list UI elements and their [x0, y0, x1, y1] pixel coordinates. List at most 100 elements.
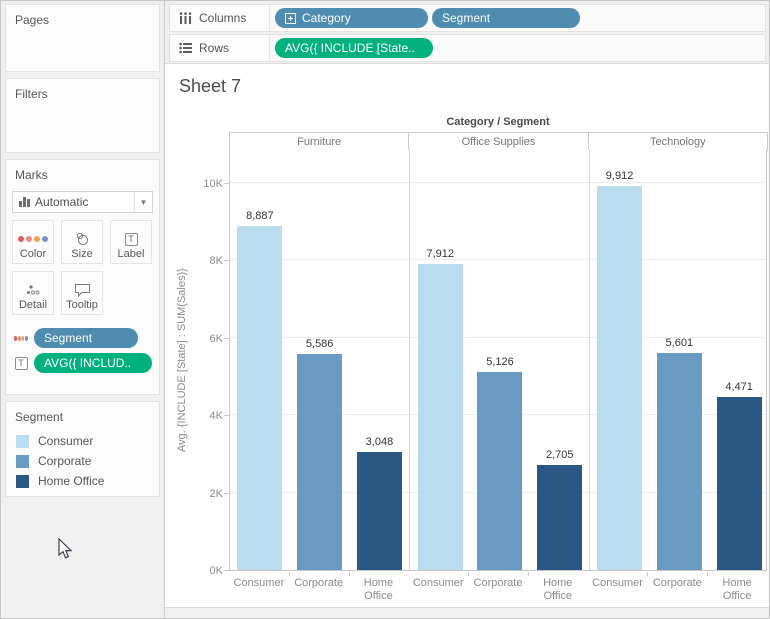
mark-type-dropdown[interactable]: Automatic ▼ — [12, 191, 153, 213]
bar-office-supplies-home-office[interactable] — [537, 465, 583, 570]
y-tick-mark — [224, 492, 229, 494]
columns-shelf[interactable]: Columns Category Segment — [169, 4, 766, 32]
marks-label: Marks — [15, 168, 48, 182]
chart-panel-technology: 9,912 5,601 4,471 — [588, 150, 768, 570]
columns-shelf-label: Columns — [170, 5, 270, 31]
x-axis-label[interactable]: Consumer — [412, 577, 464, 589]
mouse-cursor — [58, 538, 73, 559]
pages-shelf[interactable]: Pages — [5, 4, 160, 72]
y-tick-label: 6K — [209, 332, 223, 345]
filters-shelf[interactable]: Filters — [5, 78, 160, 153]
marks-pill-avg-include[interactable]: AVG({ INCLUD.. — [34, 353, 152, 373]
filters-label: Filters — [15, 87, 48, 101]
pill-avg-include-state[interactable]: AVG({ INCLUDE [State.. — [275, 38, 433, 58]
y-tick-mark — [224, 260, 229, 262]
chevron-down-icon[interactable]: ▼ — [134, 192, 152, 212]
expand-plus-icon[interactable] — [285, 12, 296, 24]
x-tick-mark — [527, 572, 529, 576]
mark-type-value: Automatic — [35, 195, 89, 209]
panel-header-furniture[interactable]: Furniture — [230, 133, 410, 150]
bar-value-label: 5,601 — [665, 337, 694, 350]
consumer-swatch — [16, 434, 29, 448]
worksheet: Sheet 7 Category / Segment Furniture Offi… — [165, 63, 769, 608]
x-tick-mark — [288, 572, 290, 576]
x-axis-label[interactable]: Corporate — [473, 577, 523, 589]
color-button[interactable]: Color — [12, 220, 54, 264]
bar-value-label: 7,912 — [426, 247, 454, 260]
tooltip-button-label: Tooltip — [66, 299, 98, 311]
pill-category[interactable]: Category — [275, 8, 428, 28]
x-axis: Consumer Corporate Home Office Consumer Corp… — [229, 572, 767, 606]
marks-card: Marks Automatic ▼ Color — [5, 159, 160, 395]
rows-shelf[interactable]: Rows AVG({ INCLUDE [State.. — [169, 34, 766, 62]
legend-item-consumer[interactable]: Consumer — [6, 431, 159, 451]
mark-buttons: Color Size T Label — [12, 220, 155, 315]
bar-furniture-corporate[interactable] — [297, 353, 343, 570]
pages-label: Pages — [15, 13, 50, 27]
bar-technology-home-office[interactable] — [716, 397, 762, 570]
y-axis: 0K 2K 4K 6K 8K 10K — [196, 150, 229, 577]
home-office-swatch — [16, 474, 29, 488]
bar-value-label: 5,126 — [486, 355, 514, 368]
rows-shelf-label: Rows — [170, 35, 270, 61]
rows-pills: AVG({ INCLUDE [State.. — [270, 38, 433, 58]
legend-label: Consumer — [38, 434, 94, 448]
x-tick-mark — [707, 572, 709, 576]
label-role-icon: T — [14, 356, 28, 370]
x-tick-mark — [468, 572, 470, 576]
label-button-label: Label — [117, 248, 145, 260]
sidebar: Pages Filters Marks Automatic ▼ — [1, 1, 165, 618]
x-axis-label[interactable]: Home Office — [543, 577, 573, 602]
y-tick-mark — [224, 183, 229, 185]
bar-value-label: 8,887 — [246, 210, 274, 223]
chart-column-field-title: Category / Segment — [446, 116, 550, 128]
bar-technology-consumer[interactable] — [597, 186, 643, 570]
x-axis-label[interactable]: Home Office — [363, 577, 394, 602]
rows-icon — [179, 42, 192, 54]
y-tick-mark — [224, 415, 229, 417]
size-button-label: Size — [71, 248, 93, 260]
panel-header-office-supplies[interactable]: Office Supplies — [409, 133, 589, 150]
corporate-swatch — [16, 454, 29, 468]
y-tick-label: 0K — [209, 565, 223, 577]
color-button-label: Color — [19, 248, 47, 260]
bar-furniture-home-office[interactable] — [356, 452, 402, 570]
y-tick-label: 4K — [209, 410, 223, 423]
tooltip-button[interactable]: Tooltip — [61, 271, 103, 315]
gridline — [230, 336, 766, 338]
pill-segment[interactable]: Segment — [432, 8, 580, 28]
bar-furniture-consumer[interactable] — [237, 226, 283, 570]
panel-header-technology[interactable]: Technology — [589, 133, 768, 150]
x-axis-label[interactable]: Corporate — [294, 577, 344, 589]
x-tick-mark — [348, 572, 350, 576]
y-tick-mark — [224, 570, 229, 571]
legend-item-home-office[interactable]: Home Office — [6, 471, 159, 491]
size-button[interactable]: Size — [61, 220, 103, 264]
legend-label: Corporate — [38, 454, 92, 468]
sheet-title: Sheet 7 — [179, 76, 242, 96]
label-button[interactable]: T Label — [110, 220, 152, 264]
y-axis-title: Avg. {INCLUDE [State] : SUM(Sales)} — [176, 268, 188, 453]
bar-value-label: 9,912 — [605, 170, 634, 183]
marks-pill-segment[interactable]: Segment — [34, 328, 138, 348]
columns-icon — [179, 12, 192, 24]
columns-pills: Category Segment — [270, 8, 580, 28]
detail-button[interactable]: Detail — [12, 271, 54, 315]
gridline — [230, 182, 766, 184]
chart-panel-furniture: 8,887 5,586 3,048 — [230, 150, 409, 570]
x-axis-label[interactable]: Corporate — [652, 577, 702, 589]
bar-office-supplies-corporate[interactable] — [477, 371, 523, 570]
x-axis-label[interactable]: Home Office — [722, 577, 752, 602]
column-headers: Furniture Office Supplies Technology — [229, 132, 768, 151]
color-icon — [18, 230, 48, 248]
x-axis-label[interactable]: Consumer — [233, 577, 285, 589]
x-axis-label[interactable]: Consumer — [592, 577, 643, 589]
y-tick-label: 2K — [209, 487, 223, 500]
bar-office-supplies-consumer[interactable] — [417, 263, 463, 570]
legend-item-corporate[interactable]: Corporate — [6, 451, 159, 471]
size-icon — [74, 230, 90, 248]
bar-technology-corporate[interactable] — [656, 353, 702, 570]
x-tick-mark — [647, 572, 649, 576]
gridline — [230, 259, 766, 261]
